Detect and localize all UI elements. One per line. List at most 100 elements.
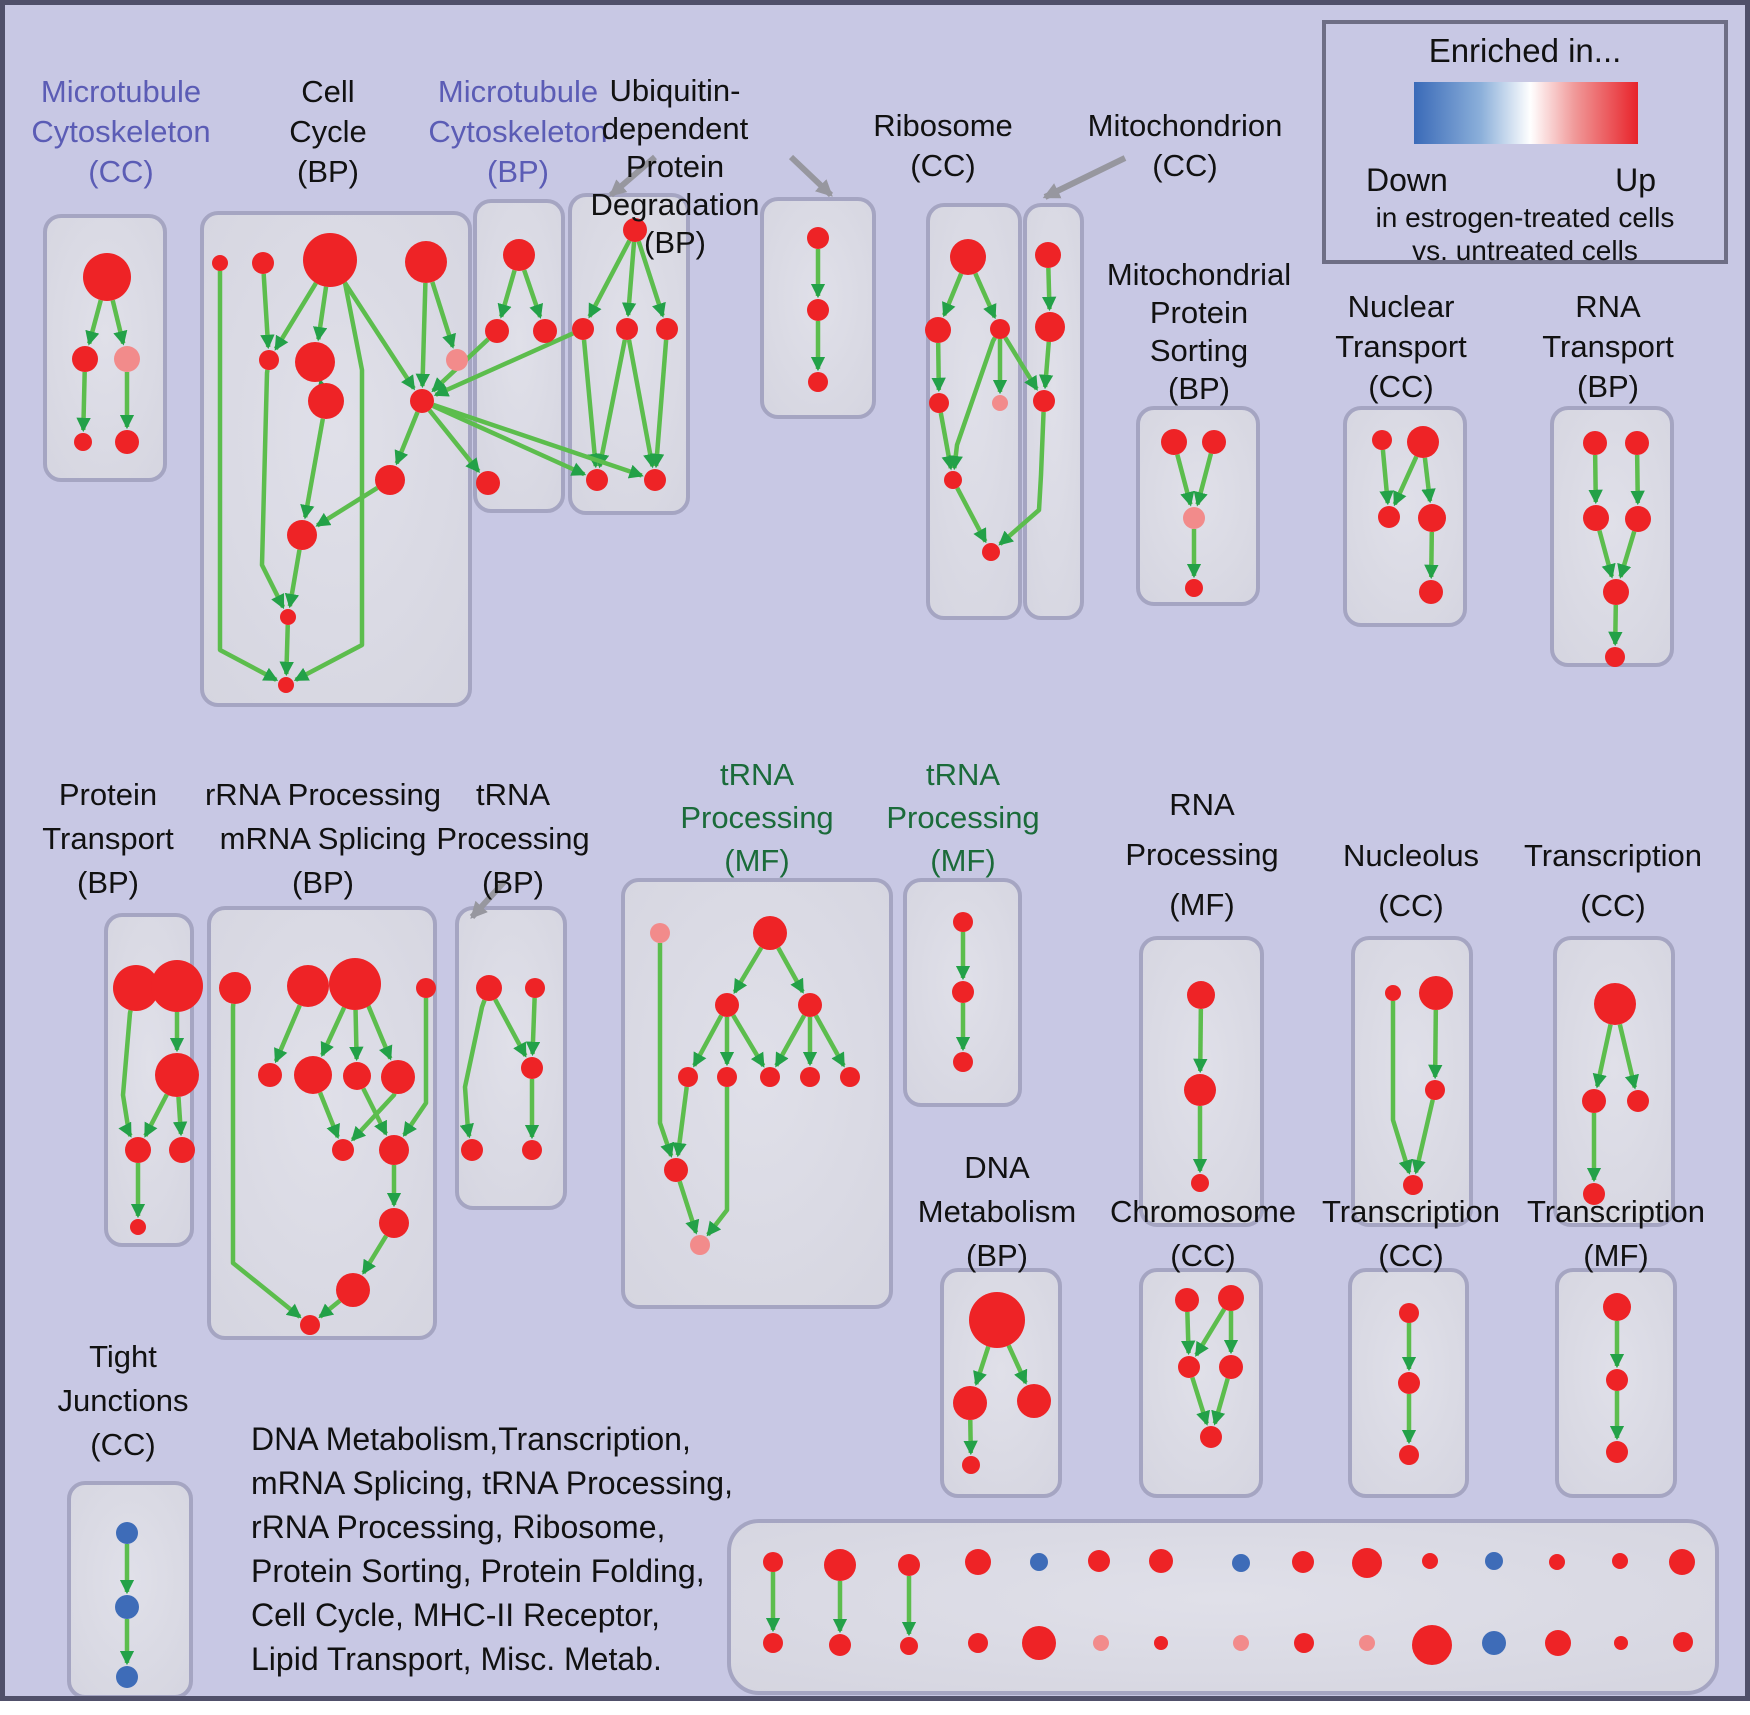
node-misc-cluster-ms9b [1294,1633,1314,1653]
node-misc-cluster-ms3b [900,1637,918,1655]
node-rna-transport-rt1 [1583,431,1607,455]
node-rna-processing-mf-rp3 [1191,1174,1209,1192]
node-nuclear-transport-nt3 [1378,506,1400,528]
label-rna-transport: RNA Transport (BP) [1542,289,1674,404]
edge-tm6-tm11 [706,1087,730,1237]
node-ubiquitin-bp-1-ub4 [656,318,678,340]
node-nuclear-transport-nt2 [1407,426,1439,458]
node-misc-cluster-ms7a [1149,1549,1173,1573]
edge-cc11-cc12 [284,549,302,609]
label-ribosome: Ribosome (CC) [873,108,1013,183]
node-protein-transport-pt1 [113,965,159,1011]
edge-mt2-mt3 [1038,341,1054,390]
label-dna-metabolism: DNA Metabolism (BP) [917,1150,1077,1273]
node-protein-transport-pt4 [125,1137,151,1163]
node-rrna-mrna-rr8 [381,1060,415,1094]
edge-ps2-ps3 [1193,453,1214,507]
label-transcription-mf: Transcription (MF) [1526,1194,1706,1273]
edge-tm1-tm10 [657,942,675,1158]
node-trna-bp-tb2 [525,978,545,998]
node-trna-mf-1-tm11 [690,1235,710,1255]
node-nucleolus-cc-nc2 [1419,976,1453,1010]
annotation-arrow-to-ubiquitin-box-2 [788,154,834,198]
edge-rr11-rr12 [361,1234,389,1275]
node-trna-mf-2-tn3 [953,1052,973,1072]
node-misc-cluster-ms6a [1088,1550,1110,1572]
edge-ps1-ps3 [1175,453,1195,507]
edge-cc9-cc11 [300,418,326,520]
node-misc-cluster-ms5b [1022,1626,1056,1660]
edge-rb1-rb2 [942,272,964,318]
node-microtubule-cc-mcc2 [72,346,98,372]
node-misc-cluster-ms12b [1482,1631,1506,1655]
node-tight-junctions-tj3 [116,1666,138,1688]
edge-tb2-tb3 [525,997,541,1057]
node-cell-cycle-cc10 [375,465,405,495]
label-transcription-cc-1: Transcription (CC) [1523,838,1703,923]
label-protein-transport: Protein Transport (BP) [42,777,174,900]
node-ribosome-cc-rb3 [990,319,1010,339]
node-nucleolus-cc-nc3 [1425,1080,1445,1100]
edge-rr4-rr10 [402,997,429,1137]
node-misc-cluster-ms2b [829,1634,851,1656]
node-chromosome-cc-cr3 [1178,1356,1200,1378]
group-box-cell-cycle [200,211,472,707]
node-protein-transport-pt5 [169,1137,195,1163]
edge-nt1-nt3 [1379,449,1394,506]
edge-cr4-cr5 [1211,1377,1230,1426]
label-microtubule-bp: Microtubule Cytoskeleton (BP) [428,74,608,189]
node-mito-protein-sorting-ps4 [1185,579,1203,597]
edge-ub1-ub3 [621,241,637,318]
label-tight-junctions: Tight Junctions (CC) [57,1339,189,1462]
edge-tm3-tm5 [692,1014,724,1068]
node-misc-cluster-ms2a [824,1549,856,1581]
edge-rr3-rr7 [349,1009,364,1062]
node-cell-cycle-cc11 [287,520,317,550]
node-cell-cycle-cc6 [295,342,335,382]
edge-cc3-cc8 [342,281,416,391]
node-ribosome-cc-rb2 [925,317,951,343]
node-rrna-mrna-rr2 [287,965,329,1007]
edge-rr12-rr13 [318,1298,342,1319]
node-microtubule-cc-mcc1 [83,253,131,301]
node-misc-cluster-ms5a [1030,1553,1048,1571]
edge-rr8-rr9 [350,1092,397,1142]
label-mito-protein-sorting: Mitochondrial Protein Sorting (BP) [1106,257,1292,406]
node-ribosome-cc-rb4 [929,393,949,413]
edge-ub2-ub5 [581,339,602,469]
label-misc-list: DNA Metabolism,Transcription, mRNA Splic… [251,1421,733,1677]
node-rrna-mrna-rr4 [416,978,436,998]
node-misc-cluster-ms7b [1154,1636,1168,1650]
node-transcription-mf-tf1 [1603,1293,1631,1321]
edge-nc1-nc4 [1390,1001,1413,1175]
edge-rr6-rr9 [317,1091,340,1140]
edge-cc4-cc8 [415,282,430,389]
edge-cc3-cc5 [273,281,318,351]
node-rna-transport-rt5 [1603,579,1629,605]
node-cell-cycle-cc13 [278,677,294,693]
edge-pt3-pt4 [143,1093,169,1138]
node-transcription-cc-2-t21 [1399,1303,1419,1323]
node-misc-cluster-ms4a [965,1549,991,1575]
label-microtubule-cc: Microtubule Cytoskeleton (CC) [31,74,211,189]
node-dna-metabolism-dm1 [969,1292,1025,1348]
node-trna-bp-tb4 [461,1139,483,1161]
node-trna-mf-1-tm1 [650,923,670,943]
edge-rr3-rr6 [320,1006,347,1057]
label-trna-mf-2: tRNA Processing (MF) [886,757,1040,878]
edge-ub2-cc8 [433,331,574,397]
node-ubiquitin-bp-2-uc3 [808,372,828,392]
node-dna-metabolism-dm3 [1017,1384,1051,1418]
node-nucleolus-cc-nc1 [1385,985,1401,1001]
node-trna-mf-1-tm9 [840,1067,860,1087]
label-ubiquitin: Ubiquitin- dependent Protein Degradation… [590,73,760,260]
node-rna-processing-mf-rp1 [1187,981,1215,1009]
node-microtubule-cc-mcc5 [115,430,139,454]
group-box-transcription-cc-1 [1553,936,1675,1227]
node-ubiquitin-bp-1-ub6 [644,469,666,491]
node-cell-cycle-cc4 [405,241,447,283]
node-protein-transport-pt6 [130,1219,146,1235]
node-rrna-mrna-rr10 [379,1135,409,1165]
node-misc-cluster-ms1b [763,1633,783,1653]
edge-cc1-cc13 [217,271,279,682]
